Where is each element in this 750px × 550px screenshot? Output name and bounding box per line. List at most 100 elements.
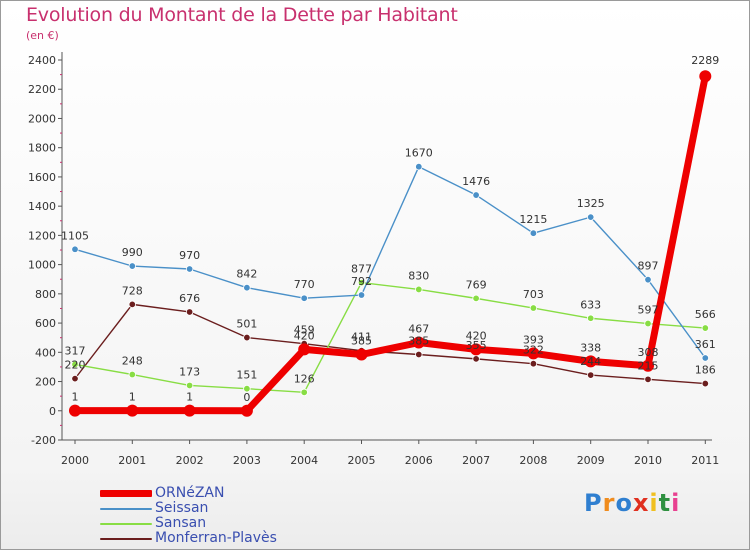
data-point [699, 70, 712, 83]
data-label: 501 [236, 318, 257, 331]
proxiti-logo: Proxiti [584, 489, 680, 517]
y-tick-label: 2000 [28, 112, 56, 125]
data-label: 151 [236, 369, 257, 382]
data-point [644, 275, 652, 284]
data-point [701, 354, 709, 362]
series-line-orn-zan [71, 72, 709, 415]
data-point [415, 350, 423, 359]
data-point [701, 324, 709, 332]
x-tick-label: 2011 [691, 454, 719, 467]
data-label: 1105 [61, 229, 89, 242]
y-tick-label: 2400 [28, 54, 56, 67]
legend-item: Seissan [100, 500, 360, 516]
data-label: 2289 [691, 54, 719, 67]
data-label: 633 [580, 298, 601, 311]
data-point [642, 359, 654, 372]
data-point [128, 300, 136, 309]
y-tick-label: 2200 [28, 83, 56, 96]
data-point [300, 388, 308, 397]
logo-letter: r [602, 489, 616, 517]
data-label: 420 [466, 329, 487, 342]
data-label: 467 [408, 323, 429, 336]
y-tick-label: 1800 [28, 142, 56, 155]
data-point [470, 343, 483, 356]
data-point [415, 162, 423, 171]
y-tick-label: 800 [35, 288, 56, 301]
data-label: 220 [65, 359, 86, 372]
data-label: 1 [129, 391, 136, 404]
data-point [644, 375, 652, 384]
legend-label: Sansan [155, 515, 207, 531]
data-label: 1325 [577, 197, 605, 210]
data-point [355, 348, 368, 361]
y-tick-label: 1200 [28, 229, 56, 242]
chart-title: Evolution du Montant de la Dette par Hab… [26, 4, 458, 26]
data-point [529, 229, 538, 237]
x-tick-label: 2010 [634, 454, 662, 467]
line-chart: -200 0 200 400 600 800 1000 1200 1400 1600 1800 200… [28, 52, 719, 467]
data-label: 361 [695, 338, 716, 351]
legend-swatch [100, 508, 152, 510]
logo-letter: P [584, 489, 603, 517]
data-point [71, 245, 79, 253]
y-tick-label: 0 [49, 405, 56, 418]
data-point [527, 347, 540, 360]
logo-letter: i [671, 489, 681, 517]
data-point [185, 265, 194, 273]
legend-label: ORNéZAN [155, 485, 225, 501]
x-tick-label: 2001 [118, 454, 146, 467]
legend-swatch [100, 538, 152, 540]
logo-letter: t [658, 489, 672, 517]
legend-label: Monferran-Plavès [155, 530, 277, 546]
data-label: 1670 [405, 147, 433, 160]
legend-item: ORNéZAN [100, 485, 360, 501]
data-label: 597 [638, 304, 659, 317]
data-point [472, 191, 480, 199]
data-label: 322 [523, 344, 544, 357]
legend-label: Seissan [155, 500, 209, 516]
x-tick-label: 2009 [577, 454, 605, 467]
data-label: 830 [408, 269, 429, 282]
data-label: 728 [122, 284, 143, 297]
data-point [701, 379, 709, 388]
x-tick-label: 2007 [462, 454, 490, 467]
x-tick-label: 2003 [233, 454, 261, 467]
logo-letter: o [615, 489, 633, 517]
data-label: 1 [72, 391, 79, 404]
chart-legend: ORNéZAN Seissan Sansan Monferran-Plavès [100, 485, 360, 546]
data-point [185, 381, 194, 390]
x-tick-label: 2000 [61, 454, 89, 467]
data-label: 186 [695, 364, 716, 377]
data-label: 842 [236, 268, 257, 281]
y-tick-label: 1400 [28, 200, 56, 213]
series-line-sansan [74, 281, 706, 394]
data-label: 393 [523, 333, 544, 346]
data-label: 0 [243, 391, 250, 404]
data-label: 1215 [519, 213, 547, 226]
data-point [298, 343, 311, 356]
y-tick-label: 200 [35, 376, 56, 389]
data-point [644, 319, 652, 328]
data-point [126, 404, 139, 417]
data-point [357, 291, 366, 299]
data-label: 566 [695, 308, 716, 321]
data-point [243, 385, 251, 393]
legend-swatch [100, 523, 152, 525]
data-point [71, 374, 79, 383]
data-point [587, 213, 595, 221]
series-line-seissan [74, 165, 706, 359]
data-point [128, 370, 136, 379]
chart-unit: (en €) [26, 29, 59, 42]
data-label: 355 [466, 339, 487, 352]
data-point [128, 262, 136, 270]
data-label: 897 [638, 260, 659, 273]
logo-letter: x [632, 489, 650, 517]
data-point [529, 304, 538, 312]
data-point [472, 294, 480, 303]
data-point [472, 355, 480, 363]
data-point [300, 294, 308, 302]
legend-swatch [100, 490, 152, 497]
x-tick-label: 2006 [405, 454, 433, 467]
data-label: 317 [65, 344, 86, 357]
